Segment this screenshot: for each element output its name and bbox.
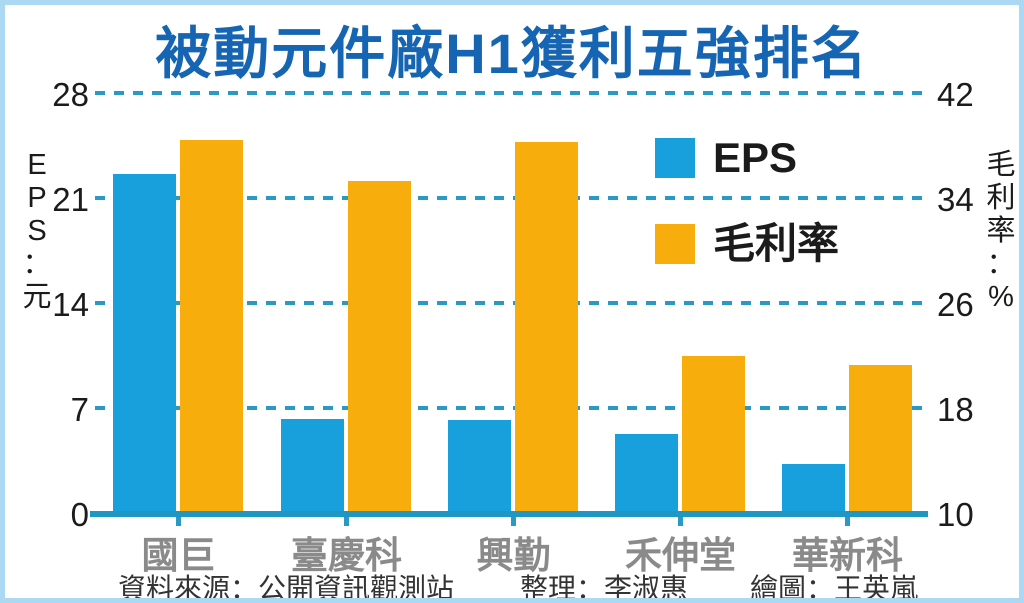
gridline	[95, 91, 923, 95]
eps-legend-label: EPS	[713, 134, 798, 181]
axis-title-char: ：	[22, 248, 52, 280]
data-source-credit: 資料來源：公開資訊觀測站	[118, 573, 455, 603]
x-axis-baseline	[90, 511, 928, 517]
axis-title-char: 毛	[986, 149, 1016, 181]
right-axis-tick-label: 10	[937, 496, 974, 533]
bar-margin-2	[515, 141, 578, 513]
axis-title-char: E	[27, 149, 47, 181]
left-axis-title: E P S：元	[15, 150, 59, 313]
axis-title-char: 元	[22, 281, 52, 313]
category-label-1: 臺慶科	[291, 535, 402, 576]
axis-title-char: %	[988, 281, 1014, 313]
bar-margin-3	[682, 355, 745, 513]
left-axis-tick-label: 7	[70, 391, 89, 428]
category-label-2: 興勤	[476, 535, 551, 576]
illustrator-credit: 繪圖：王英嵐	[750, 573, 919, 603]
right-axis-title: 毛利率：%	[979, 149, 1019, 313]
category-label-0: 國巨	[141, 535, 216, 576]
axis-title-char: 利	[986, 182, 1016, 214]
right-axis-tick-label: 42	[937, 76, 974, 113]
gridline	[95, 301, 923, 305]
left-axis-tick-label: 14	[52, 286, 89, 323]
margin-legend-label: 毛利率	[713, 220, 840, 267]
editor-credit: 整理：李淑惠	[520, 573, 689, 603]
bar-margin-0	[180, 140, 243, 513]
bar-margin-1	[348, 180, 411, 513]
category-label-3: 禾伸堂	[625, 535, 736, 576]
bar-eps-3	[615, 433, 678, 513]
right-axis-tick-label: 18	[937, 391, 974, 428]
right-axis-tick-label: 26	[937, 286, 974, 323]
axis-title-char: ：	[986, 248, 1016, 280]
gridline	[95, 196, 923, 200]
bar-margin-4	[849, 364, 912, 513]
baseline-tick	[678, 517, 683, 526]
baseline-tick	[344, 517, 349, 526]
baseline-tick	[511, 517, 516, 526]
margin-legend-swatch	[655, 224, 695, 264]
bar-eps-4	[782, 463, 845, 513]
right-axis-tick-label: 34	[937, 181, 974, 218]
eps-legend-swatch	[655, 138, 695, 178]
baseline-tick	[176, 517, 181, 526]
legend-item-margin: 毛利率	[655, 222, 839, 266]
chart-title: 被動元件廠H1獲利五強排名	[155, 22, 869, 85]
legend: EPS 毛利率	[655, 136, 839, 308]
left-axis-tick-label: 28	[52, 76, 89, 113]
axis-title-char: S	[27, 215, 47, 247]
left-axis-tick-label: 0	[70, 496, 89, 533]
bar-eps-1	[281, 418, 344, 513]
bar-eps-2	[448, 420, 511, 513]
bar-eps-0	[113, 174, 176, 513]
left-axis-tick-label: 21	[52, 181, 89, 218]
category-label-4: 華新科	[792, 535, 903, 576]
plot-area: 0 7 14 21 28 10 18 26 34 42 國巨 臺慶科 興勤 禾伸堂 華新科 E P S：元 毛…	[5, 5, 1019, 598]
axis-title-char: 率	[986, 215, 1016, 247]
baseline-tick	[845, 517, 850, 526]
axis-title-char: P	[27, 182, 47, 214]
gridline	[95, 406, 923, 410]
legend-item-eps: EPS	[655, 136, 839, 180]
